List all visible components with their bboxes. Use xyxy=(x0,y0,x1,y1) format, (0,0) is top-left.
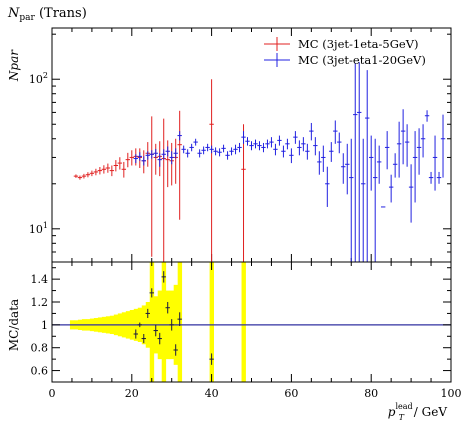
main-y-axis-title: Npar xyxy=(7,49,21,82)
x-axis-title: plead T / GeV xyxy=(388,402,448,422)
x-tick-label: 80 xyxy=(364,387,378,400)
x-tick-label: 100 xyxy=(441,387,461,400)
band-segment xyxy=(149,262,155,382)
ratio-y-axis-title: MC/data xyxy=(7,299,21,351)
ratio-y-tick-labels: 0.6 0.8 1 1.2 1.4 xyxy=(31,273,49,377)
ratio-y-tick-label: 0.6 xyxy=(31,365,49,378)
series-mc2 xyxy=(133,62,446,262)
legend-label-mc2: MC (3jet-eta1-20GeV) xyxy=(298,53,426,67)
main-data-series xyxy=(73,62,446,262)
main-y-tick-label-exponent: 2 xyxy=(43,71,48,80)
x-axis-title-superscript: lead xyxy=(395,402,412,411)
x-tick-labels: 0 20 40 60 80 100 xyxy=(49,387,461,400)
chart-title: Npar (Trans) xyxy=(7,6,87,23)
main-y-tick-label-exponent: 1 xyxy=(43,221,48,230)
x-tick-label: 20 xyxy=(125,387,139,400)
ratio-y-tick-label: 1.2 xyxy=(31,296,49,309)
x-axis-title-symbol: p xyxy=(388,405,396,419)
main-y-axis-title-symbol: Npar xyxy=(7,49,21,82)
ratio-axis-ticks xyxy=(51,262,452,383)
ratio-data-series xyxy=(133,271,214,365)
main-y-tick-label: 102 xyxy=(29,71,48,86)
x-axis-title-subscript: T xyxy=(399,413,405,422)
x-tick-label: 0 xyxy=(49,387,56,400)
chart-title-subscript: par xyxy=(19,13,35,23)
x-axis-title-unit: / GeV xyxy=(410,405,447,419)
main-y-tick-label-base: 10 xyxy=(29,223,43,236)
ratio-y-tick-label: 1.4 xyxy=(31,273,49,286)
ratio-uncertainty-band xyxy=(69,262,246,382)
ratio-plot-panel: 0.6 0.8 1 1.2 1.4 0 20 40 60 80 100 MC/data plead… xyxy=(7,261,461,422)
x-tick-label: 40 xyxy=(205,387,219,400)
ratio-series-mc2 xyxy=(133,271,214,365)
band-segment xyxy=(209,262,214,382)
chart-title-rest: (Trans) xyxy=(35,6,87,21)
band-segment xyxy=(241,262,246,382)
legend: MC (3jet-1eta-5GeV) MC (3jet-eta1-20GeV) xyxy=(264,37,426,67)
ratio-y-tick-label: 1 xyxy=(41,319,48,332)
legend-label-mc1: MC (3jet-1eta-5GeV) xyxy=(298,37,419,51)
main-axis-ticks xyxy=(51,28,452,263)
ratio-y-tick-label: 0.8 xyxy=(31,342,49,355)
chart-title-symbol: N xyxy=(7,6,20,21)
x-tick-label: 60 xyxy=(284,387,298,400)
main-y-tick-label-base: 10 xyxy=(29,73,43,86)
main-y-tick-label: 101 xyxy=(29,221,48,236)
band-segment xyxy=(161,262,167,382)
series-mc1 xyxy=(73,79,246,262)
